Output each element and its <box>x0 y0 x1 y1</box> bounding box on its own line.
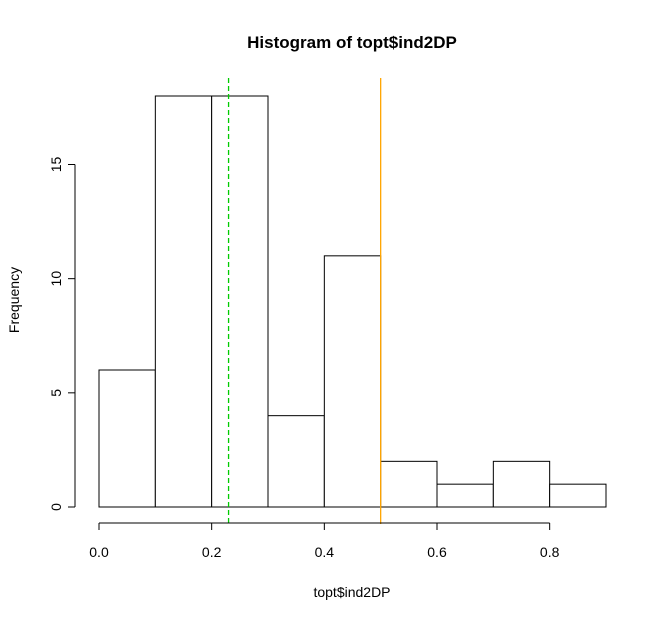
chart-title: Histogram of topt$ind2DP <box>247 33 457 52</box>
x-tick-label: 0.0 <box>89 544 109 560</box>
histogram-bars <box>98 95 607 508</box>
x-tick-label: 0.2 <box>202 544 222 560</box>
reference-lines <box>227 78 382 524</box>
y-tick-label: 5 <box>48 389 64 397</box>
histogram-bar-5 <box>380 460 438 508</box>
x-tick-label: 0.4 <box>315 544 335 560</box>
histogram-bar-1 <box>154 95 213 508</box>
histogram-bar-2 <box>211 95 269 508</box>
y-axis-label: Frequency <box>6 267 22 333</box>
histogram-bar-0 <box>98 369 156 508</box>
histogram-bar-3 <box>267 415 325 508</box>
y-axis: 0 5 10 15 <box>48 157 76 511</box>
histogram-bar-4 <box>323 255 382 508</box>
x-tick-label: 0.8 <box>540 544 560 560</box>
histogram-bar-8 <box>549 483 607 508</box>
y-tick-label: 0 <box>48 503 64 511</box>
y-tick-label: 10 <box>48 271 64 287</box>
x-axis: 0.0 0.2 0.4 0.6 0.8 <box>89 522 560 560</box>
y-tick-label: 15 <box>48 157 64 173</box>
histogram-bar-7 <box>492 460 551 508</box>
x-tick-label: 0.6 <box>427 544 447 560</box>
x-axis-label: topt$ind2DP <box>313 584 390 600</box>
histogram-bar-6 <box>436 483 494 508</box>
